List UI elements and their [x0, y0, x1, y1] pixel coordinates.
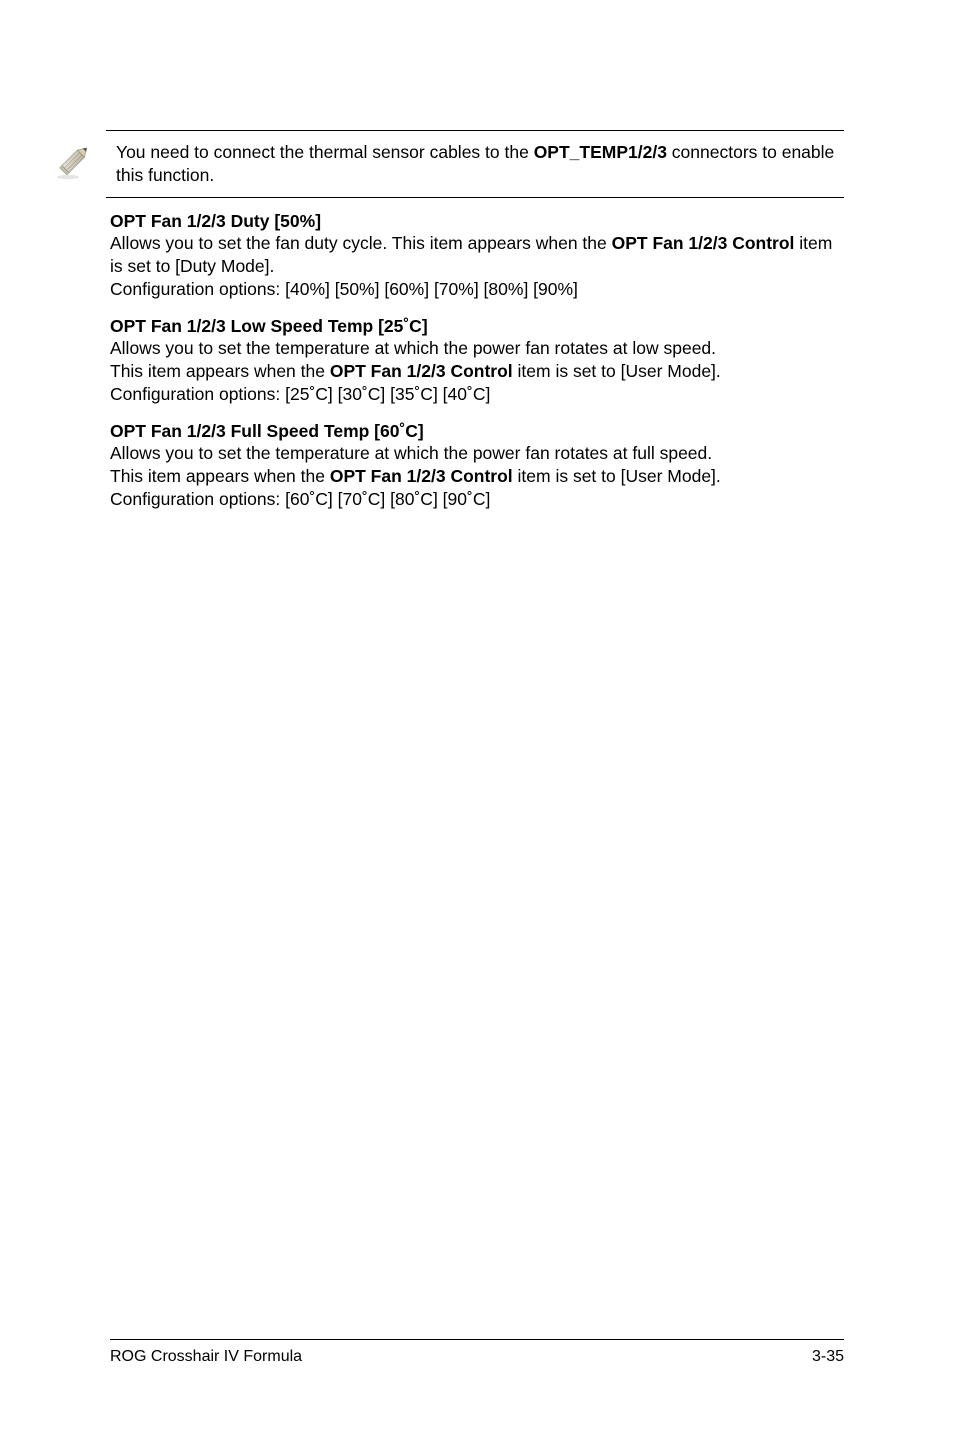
body-bold: OPT Fan 1/2/3 Control	[330, 361, 513, 381]
body-text: This item appears when the	[110, 466, 330, 486]
footer-product: ROG Crosshair IV Formula	[110, 1348, 302, 1366]
note-text-bold: OPT_TEMP1/2/3	[534, 142, 667, 162]
note-block: You need to connect the thermal sensor c…	[52, 130, 844, 198]
section-duty: OPT Fan 1/2/3 Duty [50%] Allows you to s…	[110, 210, 844, 301]
body-bold: OPT Fan 1/2/3 Control	[330, 466, 513, 486]
pencil-icon	[52, 130, 100, 182]
page-footer: ROG Crosshair IV Formula 3-35	[110, 1339, 844, 1366]
section-body: Allows you to set the temperature at whi…	[110, 337, 844, 360]
note-text-pre: You need to connect the thermal sensor c…	[116, 142, 534, 162]
section-body: This item appears when the OPT Fan 1/2/3…	[110, 360, 844, 383]
section-heading: OPT Fan 1/2/3 Full Speed Temp [60˚C]	[110, 420, 844, 443]
body-text: Allows you to set the fan duty cycle. Th…	[110, 233, 612, 253]
note-text: You need to connect the thermal sensor c…	[116, 141, 844, 187]
section-body-options: Configuration options: [60˚C] [70˚C] [80…	[110, 488, 844, 511]
section-body: Allows you to set the temperature at whi…	[110, 442, 844, 465]
body-text: This item appears when the	[110, 361, 330, 381]
section-body-options: Configuration options: [40%] [50%] [60%]…	[110, 278, 844, 301]
section-heading: OPT Fan 1/2/3 Low Speed Temp [25˚C]	[110, 315, 844, 338]
section-body: This item appears when the OPT Fan 1/2/3…	[110, 465, 844, 488]
footer-page-number: 3-35	[812, 1348, 844, 1366]
body-bold: OPT Fan 1/2/3 Control	[612, 233, 795, 253]
section-body: Allows you to set the fan duty cycle. Th…	[110, 232, 844, 278]
section-full-speed: OPT Fan 1/2/3 Full Speed Temp [60˚C] All…	[110, 420, 844, 511]
section-low-speed: OPT Fan 1/2/3 Low Speed Temp [25˚C] Allo…	[110, 315, 844, 406]
section-heading: OPT Fan 1/2/3 Duty [50%]	[110, 210, 844, 233]
body-text: item is set to [User Mode].	[513, 466, 721, 486]
note-text-container: You need to connect the thermal sensor c…	[106, 130, 844, 198]
section-body-options: Configuration options: [25˚C] [30˚C] [35…	[110, 383, 844, 406]
body-text: item is set to [User Mode].	[513, 361, 721, 381]
